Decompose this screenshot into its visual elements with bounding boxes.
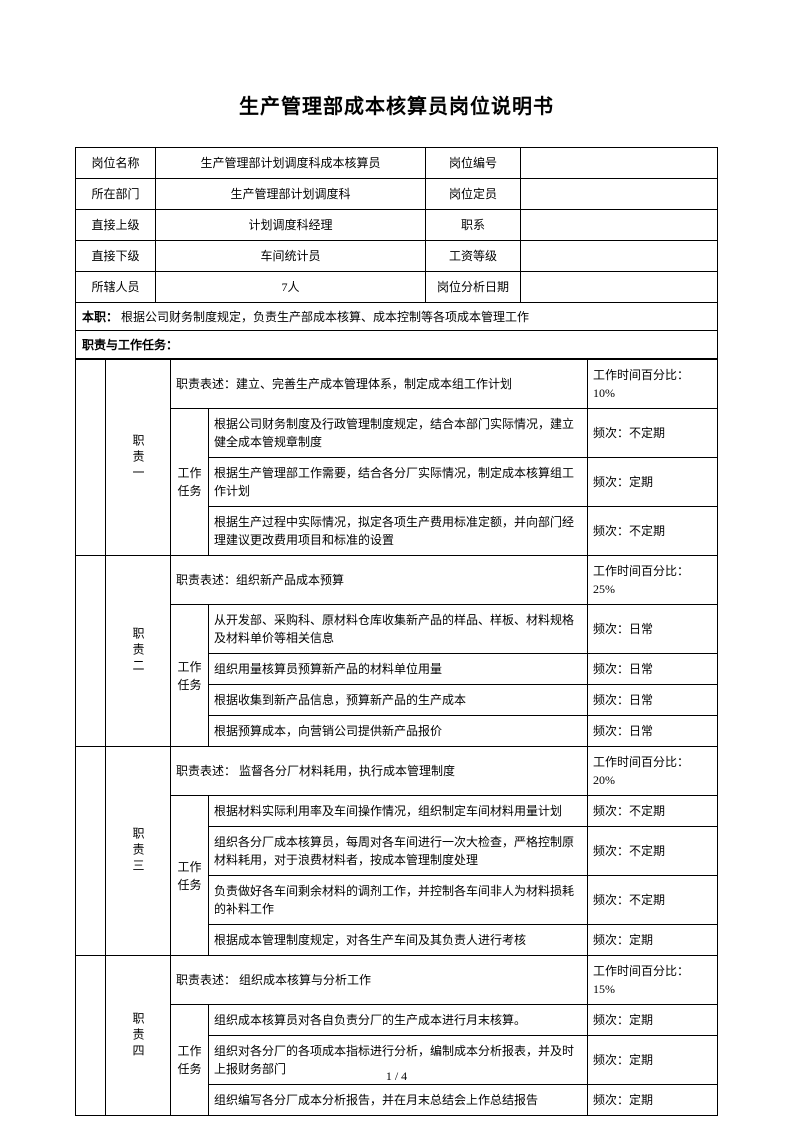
info-value: 7人 [156,272,426,303]
info-value: 车间统计员 [156,241,426,272]
task-text: 根据生产管理部工作需要，结合各分厂实际情况，制定成本核算组工作计划 [209,458,588,507]
duty-desc-row: 职责三职责表述： 监督各分厂材料耗用，执行成本管理制度工作时间百分比： 20% [76,747,718,796]
duty-desc: 职责表述：建立、完善生产成本管理体系，制定成本组工作计划 [171,360,588,409]
info-label: 工资等级 [426,241,521,272]
info-table: 岗位名称生产管理部计划调度科成本核算员岗位编号所在部门生产管理部计划调度科岗位定… [75,147,718,303]
task-freq: 频次：日常 [588,685,718,716]
task-freq: 频次：不定期 [588,796,718,827]
task-row: 工作任务从开发部、采购科、原材料仓库收集新产品的样品、样板、材料规格及材料单价等… [76,605,718,654]
task-text: 根据预算成本，向营销公司提供新产品报价 [209,716,588,747]
main-role-row: 本职： 根据公司财务制度规定，负责生产部成本核算、成本控制等各项成本管理工作 [75,303,718,331]
info-label: 岗位名称 [76,148,156,179]
info-label: 岗位编号 [426,148,521,179]
doc-title: 生产管理部成本核算员岗位说明书 [75,90,718,119]
task-freq: 频次：日常 [588,605,718,654]
info-row: 直接上级计划调度科经理职系 [76,210,718,241]
duty-time-pct: 工作时间百分比： 25% [588,556,718,605]
duty-desc-row: 职责二职责表述：组织新产品成本预算工作时间百分比： 25% [76,556,718,605]
task-text: 组织各分厂成本核算员，每周对各车间进行一次大检查，严格控制原材料耗用，对于浪费材… [209,827,588,876]
info-value: 生产管理部计划调度科 [156,179,426,210]
blank-cell [76,360,106,556]
info-value [521,272,718,303]
duties-section-title: 职责与工作任务： [75,331,718,359]
task-text: 负责做好各车间剩余材料的调剂工作，并控制各车间非人为材料损耗的补料工作 [209,876,588,925]
task-text: 组织编写各分厂成本分析报告，并在月末总结会上作总结报告 [209,1085,588,1116]
task-row: 工作任务根据材料实际利用率及车间操作情况，组织制定车间材料用量计划频次：不定期 [76,796,718,827]
task-row: 工作任务组织成本核算员对各自负责分厂的生产成本进行月末核算。频次：定期 [76,1005,718,1036]
duty-name: 职责三 [106,747,171,956]
duty-time-pct: 工作时间百分比： 15% [588,956,718,1005]
task-text: 组织成本核算员对各自负责分厂的生产成本进行月末核算。 [209,1005,588,1036]
task-text: 根据生产过程中实际情况，拟定各项生产费用标准定额，并向部门经理建议更改费用项目和… [209,507,588,556]
duty-desc-row: 职责四职责表述： 组织成本核算与分析工作工作时间百分比： 15% [76,956,718,1005]
info-label: 岗位定员 [426,179,521,210]
task-freq: 频次：不定期 [588,876,718,925]
page-number: 1 / 4 [0,1069,793,1084]
info-value [521,210,718,241]
info-label: 直接上级 [76,210,156,241]
info-label: 职系 [426,210,521,241]
info-row: 岗位名称生产管理部计划调度科成本核算员岗位编号 [76,148,718,179]
task-freq: 频次：不定期 [588,409,718,458]
task-label: 工作任务 [171,605,209,747]
info-value [521,179,718,210]
duty-time-pct: 工作时间百分比： 10% [588,360,718,409]
duty-desc: 职责表述： 组织成本核算与分析工作 [171,956,588,1005]
task-label: 工作任务 [171,796,209,956]
duty-desc-row: 职责一职责表述：建立、完善生产成本管理体系，制定成本组工作计划工作时间百分比： … [76,360,718,409]
task-freq: 频次：定期 [588,1005,718,1036]
task-freq: 频次：定期 [588,925,718,956]
info-label: 所辖人员 [76,272,156,303]
duties-table: 职责一职责表述：建立、完善生产成本管理体系，制定成本组工作计划工作时间百分比： … [75,359,718,1116]
info-row: 所辖人员7人岗位分析日期 [76,272,718,303]
info-value: 计划调度科经理 [156,210,426,241]
duty-time-pct: 工作时间百分比： 20% [588,747,718,796]
main-role-text: 根据公司财务制度规定，负责生产部成本核算、成本控制等各项成本管理工作 [121,310,529,324]
task-text: 组织用量核算员预算新产品的材料单位用量 [209,654,588,685]
info-value: 生产管理部计划调度科成本核算员 [156,148,426,179]
task-text: 从开发部、采购科、原材料仓库收集新产品的样品、样板、材料规格及材料单价等相关信息 [209,605,588,654]
task-text: 根据材料实际利用率及车间操作情况，组织制定车间材料用量计划 [209,796,588,827]
duty-name: 职责四 [106,956,171,1116]
main-role-label: 本职： [82,310,118,324]
blank-cell [76,747,106,956]
task-freq: 频次：定期 [588,1085,718,1116]
info-row: 所在部门生产管理部计划调度科岗位定员 [76,179,718,210]
blank-cell [76,556,106,747]
task-freq: 频次：定期 [588,458,718,507]
info-label: 所在部门 [76,179,156,210]
task-label: 工作任务 [171,409,209,556]
info-value [521,148,718,179]
duty-name: 职责一 [106,360,171,556]
info-label: 岗位分析日期 [426,272,521,303]
duty-desc: 职责表述： 监督各分厂材料耗用，执行成本管理制度 [171,747,588,796]
task-text: 根据公司财务制度及行政管理制度规定，结合本部门实际情况，建立健全成本管规章制度 [209,409,588,458]
info-value [521,241,718,272]
task-text: 根据成本管理制度规定，对各生产车间及其负责人进行考核 [209,925,588,956]
task-label: 工作任务 [171,1005,209,1116]
duty-name: 职责二 [106,556,171,747]
task-text: 根据收集到新产品信息，预算新产品的生产成本 [209,685,588,716]
blank-cell [76,956,106,1116]
info-row: 直接下级车间统计员工资等级 [76,241,718,272]
duty-desc: 职责表述：组织新产品成本预算 [171,556,588,605]
task-freq: 频次：不定期 [588,827,718,876]
task-freq: 频次：日常 [588,654,718,685]
task-row: 工作任务根据公司财务制度及行政管理制度规定，结合本部门实际情况，建立健全成本管规… [76,409,718,458]
task-freq: 频次：不定期 [588,507,718,556]
info-label: 直接下级 [76,241,156,272]
task-freq: 频次：日常 [588,716,718,747]
